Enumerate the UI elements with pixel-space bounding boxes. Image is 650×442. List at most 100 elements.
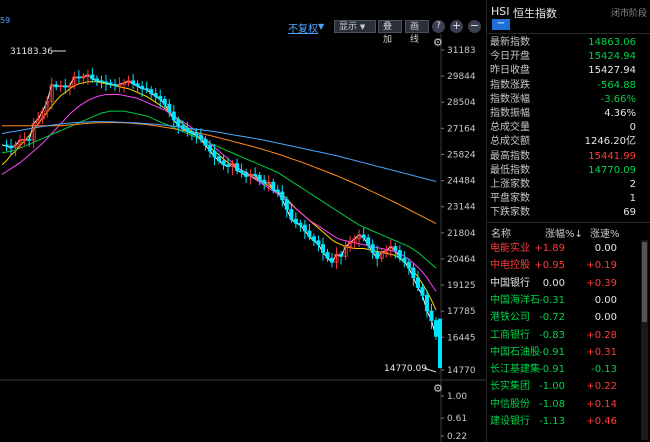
candle-body: [415, 277, 420, 288]
stat-row: 最新指数 14863.06: [490, 36, 636, 50]
candle-body: [366, 237, 371, 246]
candle-body: [207, 144, 212, 152]
stock-row[interactable]: 中国银行 0.00 +0.39: [490, 275, 633, 292]
y-tick-label: 27164: [447, 124, 476, 134]
quote-panel: HSI 恒生指数 闭市阶段 − 最新指数 14863.06 今日开盘 15424.94…: [486, 0, 650, 442]
candle-body: [108, 82, 113, 85]
candle-body: [216, 156, 221, 162]
candle-body: [393, 246, 398, 251]
candle-body: [302, 224, 307, 232]
question-icon[interactable]: ?: [432, 20, 445, 33]
stat-value: 15427.94: [588, 65, 636, 77]
candle-body: [275, 189, 280, 193]
minus-icon: −: [496, 18, 506, 29]
stat-row: 平盘家数 1: [490, 192, 636, 206]
stock-row[interactable]: 电能实业 +1.89 0.00: [490, 240, 633, 257]
volume-tick-label: 1.00: [447, 392, 467, 402]
low-marker-line: [423, 367, 437, 373]
candlestick-chart[interactable]: ⚙ ⚙ 31183 29844 28504 27164 25824 24484 23144 218…: [0, 34, 486, 442]
stat-label: 指数涨跌: [490, 79, 530, 91]
stat-label: 总成交量: [490, 122, 530, 134]
candle-body: [113, 83, 118, 87]
candle-body: [352, 238, 357, 244]
stock-name: 中国海洋石油: [490, 294, 540, 306]
stock-row[interactable]: 长江基建集团-0.91 -0.13: [490, 361, 633, 378]
overlay-button[interactable]: 叠加: [378, 20, 402, 45]
stat-label: 平盘家数: [490, 193, 530, 205]
stock-change: -0.91: [539, 364, 565, 376]
candle-body: [194, 133, 199, 136]
stock-speed: 0.00: [594, 294, 617, 306]
candle-body: [81, 76, 86, 79]
stock-row[interactable]: 长实集团 -1.00 +0.22: [490, 378, 633, 395]
candle-body: [72, 76, 77, 87]
display-button[interactable]: 显示 ▼: [334, 20, 376, 33]
collapse-button[interactable]: −: [492, 19, 510, 30]
stat-label: 上涨家数: [490, 179, 530, 190]
candle-body: [311, 236, 316, 242]
plus-icon[interactable]: +: [450, 19, 463, 33]
stat-label: 最新指数: [490, 37, 530, 48]
draw-line-button[interactable]: 画线: [405, 20, 429, 45]
stat-value: 1246.20亿: [584, 136, 636, 148]
stock-speed: +0.28: [586, 329, 617, 341]
candle-body: [135, 83, 140, 87]
y-tick-label: 16445: [447, 333, 476, 343]
display-button-label: 显示: [339, 22, 358, 32]
candle-body: [212, 150, 217, 158]
candle-body: [180, 125, 185, 130]
stock-row[interactable]: 港铁公司 -0.72 0.00: [490, 309, 633, 326]
candle-body: [411, 267, 416, 279]
stock-speed: 0.00: [594, 312, 617, 324]
candle-body: [31, 122, 36, 141]
stat-label: 指数涨幅: [490, 93, 530, 105]
candle-body: [375, 252, 380, 259]
candle-body: [131, 80, 136, 85]
candle-body: [370, 244, 375, 253]
candle-body: [126, 80, 131, 84]
candle-body: [185, 128, 190, 132]
list-header-speed[interactable]: 涨速%: [590, 229, 620, 240]
adjust-dropdown[interactable]: 不复权: [288, 24, 318, 35]
stock-name: 长实集团: [490, 381, 530, 393]
stock-name: 中信股份: [490, 398, 530, 410]
stat-row: 上涨家数 2: [490, 178, 636, 192]
stock-row[interactable]: 中电控股 +0.95 +0.19: [490, 257, 633, 274]
stock-name: 中国石油股份: [490, 346, 540, 358]
index-name: 恒生指数: [513, 7, 557, 20]
ma-line-5: [1, 121, 437, 182]
gear-icon: ⚙: [433, 36, 443, 49]
candle-body: [357, 234, 362, 240]
stock-row[interactable]: 建设银行 -1.13 +0.46: [490, 413, 633, 430]
stat-row: 下跌家数 69: [490, 206, 636, 220]
candle-body: [67, 85, 72, 88]
candle-body: [253, 174, 258, 176]
stat-row: 指数涨跌 -564.88: [490, 79, 636, 93]
candle-body: [63, 85, 68, 88]
scrollbar-thumb[interactable]: [642, 242, 647, 322]
candle-body: [85, 74, 90, 77]
stat-label: 下跌家数: [490, 207, 530, 219]
candle-body: [158, 96, 163, 100]
index-code: HSI: [491, 5, 510, 18]
stock-row[interactable]: 中国石油股份-0.91 +0.31: [490, 344, 633, 361]
minus-icon[interactable]: −: [468, 19, 481, 33]
y-tick-label: 23144: [447, 203, 476, 213]
scrollbar[interactable]: [641, 240, 648, 440]
stock-change: -1.00: [539, 381, 565, 393]
stat-label: 总成交额: [490, 136, 530, 148]
list-header-name[interactable]: 名称: [491, 229, 511, 240]
candle-body: [320, 244, 325, 253]
stock-change: +0.95: [534, 260, 565, 272]
candle-body: [49, 84, 54, 102]
list-header-change[interactable]: 涨幅%↓: [545, 229, 583, 240]
chevron-down-icon[interactable]: ▼: [318, 22, 325, 31]
candle-body: [76, 76, 81, 79]
candle-body: [122, 82, 127, 85]
stock-change: 0.00: [542, 277, 565, 289]
stat-row: 指数振幅 4.36%: [490, 107, 636, 121]
stock-change: -0.91: [539, 346, 565, 358]
stock-row[interactable]: 工商银行 -0.83 +0.28: [490, 327, 633, 344]
stock-row[interactable]: 中国海洋石油-0.31 0.00: [490, 292, 633, 309]
stock-row[interactable]: 中信股份 -1.08 +0.14: [490, 396, 633, 413]
